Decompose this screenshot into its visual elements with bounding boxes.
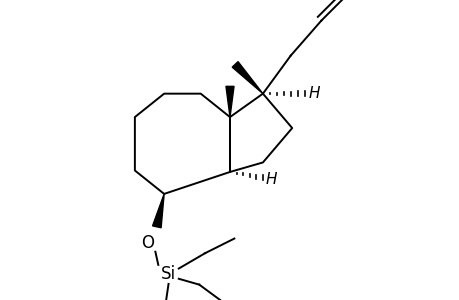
Text: H: H: [265, 172, 277, 187]
Text: H: H: [308, 86, 319, 101]
Text: O: O: [141, 234, 154, 252]
Text: Si: Si: [161, 265, 176, 283]
Polygon shape: [152, 194, 164, 228]
Polygon shape: [232, 61, 263, 94]
Polygon shape: [225, 86, 234, 117]
